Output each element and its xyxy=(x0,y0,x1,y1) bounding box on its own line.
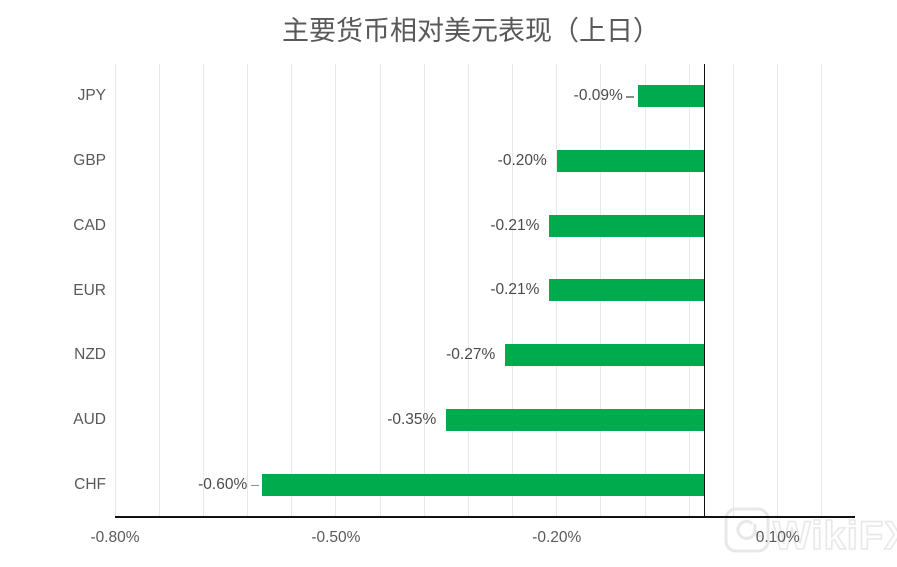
leader-line xyxy=(250,484,259,487)
bar-row: -0.27% xyxy=(115,323,855,388)
gridline xyxy=(423,64,425,517)
zero-axis-line xyxy=(703,64,706,517)
gridline xyxy=(379,64,381,517)
watermark-text: WikiFX xyxy=(773,514,897,558)
bar-row: -0.21% xyxy=(115,193,855,258)
bar-value-label: -0.20% xyxy=(497,152,547,170)
chart-title: 主要货币相对美元表现（上日） xyxy=(282,16,660,46)
category-label-aud: AUD xyxy=(73,410,106,428)
wikifx-watermark-svg: WikiFX xyxy=(724,507,897,559)
gridline xyxy=(335,64,337,517)
bar xyxy=(262,473,705,496)
category-label-gbp: GBP xyxy=(73,152,106,170)
x-tick-label: -0.80% xyxy=(90,529,140,546)
category-label-cad: CAD xyxy=(73,216,106,234)
bar xyxy=(549,214,705,237)
gridline xyxy=(158,64,160,517)
wikifx-logo-icon xyxy=(724,507,770,553)
x-tick-label: -0.50% xyxy=(311,529,361,546)
leader-line xyxy=(626,96,635,98)
x-axis-line xyxy=(115,516,855,518)
bar xyxy=(549,279,705,302)
category-label-eur: EUR xyxy=(73,281,106,299)
category-label-chf: CHF xyxy=(74,475,106,493)
gridline xyxy=(733,64,734,517)
bar-row: -0.35% xyxy=(115,388,855,453)
bar-value-label: -0.09% xyxy=(573,87,623,105)
bar-value-label: -0.21% xyxy=(490,281,540,299)
bar-value-label: -0.21% xyxy=(490,216,540,234)
gridline xyxy=(247,64,249,517)
gridline xyxy=(202,64,204,517)
bar-row: -0.09% xyxy=(115,64,855,129)
bar-value-label: -0.60% xyxy=(198,475,248,493)
gridline xyxy=(291,64,293,517)
bar xyxy=(556,150,705,173)
bar-value-label: -0.27% xyxy=(446,346,496,364)
gridline xyxy=(512,64,514,517)
category-label-jpy: JPY xyxy=(77,87,106,105)
gridline xyxy=(467,64,469,517)
bar xyxy=(505,344,705,367)
bar xyxy=(637,85,705,108)
wikifx-logo-glyph xyxy=(736,519,762,540)
wikifx-watermark: WikiFX xyxy=(722,503,897,567)
x-tick-label: 0.10% xyxy=(755,529,800,546)
category-label-nzd: NZD xyxy=(74,346,106,364)
bar-row: -0.21% xyxy=(115,258,855,323)
bar-row: -0.60% xyxy=(115,452,855,517)
gridline xyxy=(821,64,823,517)
bar-row: -0.20% xyxy=(115,129,855,194)
gridline xyxy=(114,64,116,517)
bar-value-label: -0.35% xyxy=(387,410,437,428)
bar xyxy=(446,408,705,431)
gridline xyxy=(777,64,779,517)
plot-area: -0.09% -0.20% -0.21% -0.21% -0.27% -0.35% -0.6… xyxy=(114,64,855,517)
x-tick-label: -0.20% xyxy=(532,529,582,546)
